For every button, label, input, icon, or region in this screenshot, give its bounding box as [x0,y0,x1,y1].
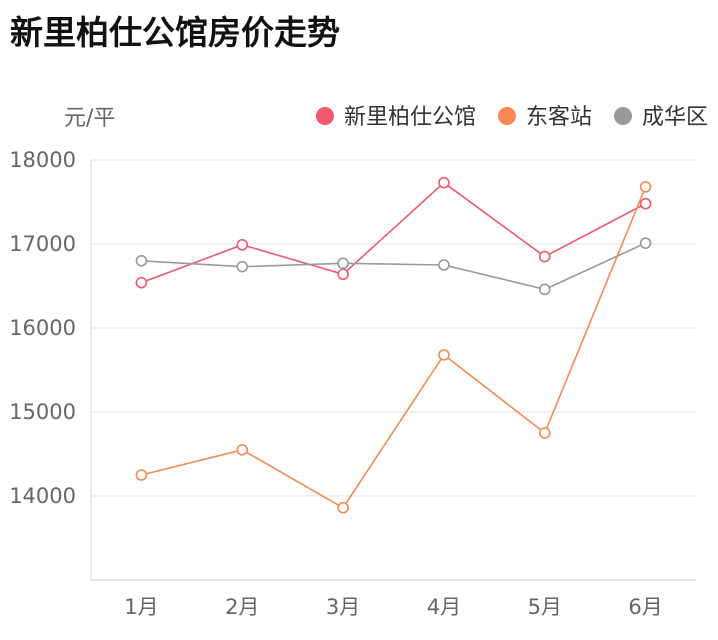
x-tick-label: 1月 [124,595,158,619]
y-axis-unit-label: 元/平 [64,106,115,131]
data-point[interactable] [135,254,148,267]
series-line [141,181,646,284]
series-lines [135,176,652,514]
legend-label: 成华区 [642,105,708,130]
data-point[interactable] [236,443,249,456]
series-3 [135,237,652,296]
data-point[interactable] [438,259,450,271]
x-tick-label: 3月 [326,595,360,619]
x-tick-label: 5月 [528,595,562,619]
legend: 新里柏仕公馆 东客站 成华区 [315,105,708,130]
legend-label: 东客站 [526,105,592,130]
data-point[interactable] [538,427,551,439]
data-point[interactable] [236,239,249,251]
data-point[interactable] [337,268,349,281]
data-point[interactable] [538,283,551,296]
data-point[interactable] [438,176,450,189]
chart-title: 新里柏仕公馆房价走势 [10,13,340,52]
legend-marker [315,107,334,125]
series-line [141,242,646,291]
x-tick-label: 2月 [225,595,259,619]
legend-label: 新里柏仕公馆 [344,105,476,130]
y-tick-labels: 14000 15000 16000 17000 18000 [9,148,76,508]
axes [90,160,696,581]
x-tick-label: 4月 [427,595,461,619]
legend-marker [613,107,632,125]
series-2 [135,181,652,514]
x-tick-label: 6月 [628,595,662,619]
data-point[interactable] [236,260,249,273]
data-point[interactable] [438,349,450,361]
data-point[interactable] [639,181,652,193]
y-tick-label: 17000 [9,232,76,256]
data-point[interactable] [135,469,148,481]
legend-item-3[interactable]: 成华区 [613,105,708,130]
y-tick-label: 15000 [9,400,76,424]
legend-marker [497,107,516,125]
y-tick-label: 18000 [9,148,76,172]
x-tick-labels: 1月 2月 3月 4月 5月 6月 [124,595,663,619]
data-point[interactable] [639,197,652,210]
y-tick-label: 14000 [9,484,76,508]
series-1 [135,176,652,289]
series-line [141,186,647,509]
grid-lines [91,159,696,497]
data-point[interactable] [337,257,349,270]
data-point[interactable] [135,276,148,289]
y-tick-label: 16000 [9,316,76,340]
legend-item-1[interactable]: 新里柏仕公馆 [315,105,476,130]
data-point[interactable] [337,501,349,514]
legend-item-2[interactable]: 东客站 [497,105,592,130]
data-point[interactable] [639,237,652,249]
data-point[interactable] [538,250,551,263]
